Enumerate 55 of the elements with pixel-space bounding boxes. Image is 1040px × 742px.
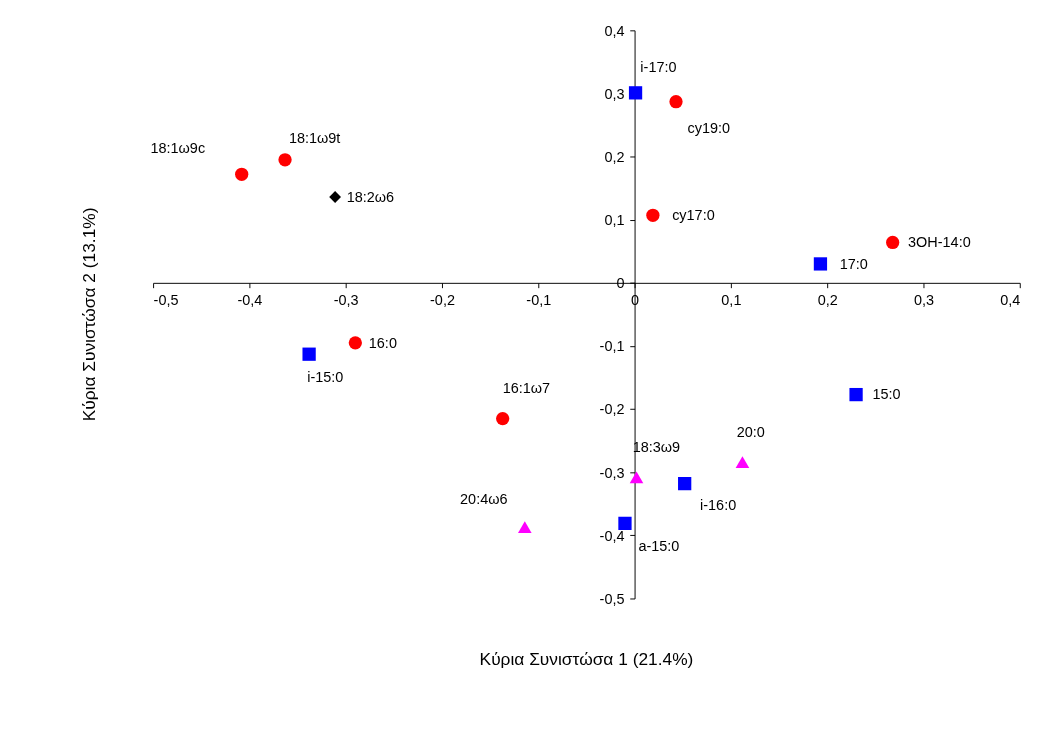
annotation: 15:0 xyxy=(872,386,901,403)
point xyxy=(849,387,863,402)
y-tick-label: -0,3 xyxy=(599,464,625,481)
y-tick-label: 0,1 xyxy=(604,212,625,229)
annotation: 20:0 xyxy=(736,424,765,441)
annotation: 20:4ω6 xyxy=(460,491,508,508)
point xyxy=(618,516,632,531)
x-tick-label: 0 xyxy=(631,292,640,309)
point xyxy=(646,208,660,222)
point xyxy=(235,167,249,181)
x-tick-label: 0,1 xyxy=(721,292,742,309)
annotation: 16:0 xyxy=(368,334,397,351)
y-tick-label: -0,5 xyxy=(599,590,625,607)
y-tick-label: 0,2 xyxy=(604,148,625,165)
annotation: 18:2ω6 xyxy=(346,188,395,205)
point xyxy=(629,471,644,484)
annotation: 18:1ω9t xyxy=(288,130,341,147)
annotation: 16:1ω7 xyxy=(502,379,551,396)
x-tick-label: 0,4 xyxy=(1000,292,1021,309)
annotation: cy19:0 xyxy=(687,120,731,137)
x-tick-label: -0,2 xyxy=(430,292,455,309)
point xyxy=(678,476,692,491)
y-tick-label: -0,4 xyxy=(599,527,625,544)
annotation: i-15:0 xyxy=(307,369,344,386)
y-tick-label: 0,4 xyxy=(604,22,625,39)
x-tick-label: -0,4 xyxy=(237,292,263,309)
x-tick-label: 0,3 xyxy=(913,292,934,309)
point xyxy=(669,95,683,109)
point xyxy=(348,336,362,350)
x-tick-label: -0,1 xyxy=(526,292,552,309)
x-tick-label: -0,3 xyxy=(333,292,359,309)
y-tick-label: -0,2 xyxy=(599,401,625,418)
x-tick-label: 0,2 xyxy=(817,292,838,309)
y-tick-label: 0,3 xyxy=(604,85,625,102)
point xyxy=(886,235,900,250)
point xyxy=(628,86,643,100)
annotation: 17:0 xyxy=(839,255,868,272)
annotation: a-15:0 xyxy=(638,538,680,555)
point xyxy=(302,347,316,361)
x-tick-label: -0,5 xyxy=(153,292,179,309)
point xyxy=(813,257,828,271)
annotation: 3OH-14:0 xyxy=(908,234,971,251)
x-axis-title: Κύρια Συνιστώσα 1 (21.4%) xyxy=(479,648,694,669)
point xyxy=(518,521,532,534)
point xyxy=(735,456,750,469)
annotation: i-17:0 xyxy=(640,58,677,75)
annotation: 18:3ω9 xyxy=(632,439,681,456)
point xyxy=(496,411,510,426)
annotation: i-16:0 xyxy=(700,496,737,513)
y-axis-title: Κύρια Συνιστώσα 2 (13.1%) xyxy=(79,207,100,422)
annotation: 18:1ω9c xyxy=(150,140,206,157)
point xyxy=(329,191,342,203)
point xyxy=(278,153,292,167)
annotation: cy17:0 xyxy=(672,207,715,224)
y-tick-label: -0,1 xyxy=(599,338,625,355)
